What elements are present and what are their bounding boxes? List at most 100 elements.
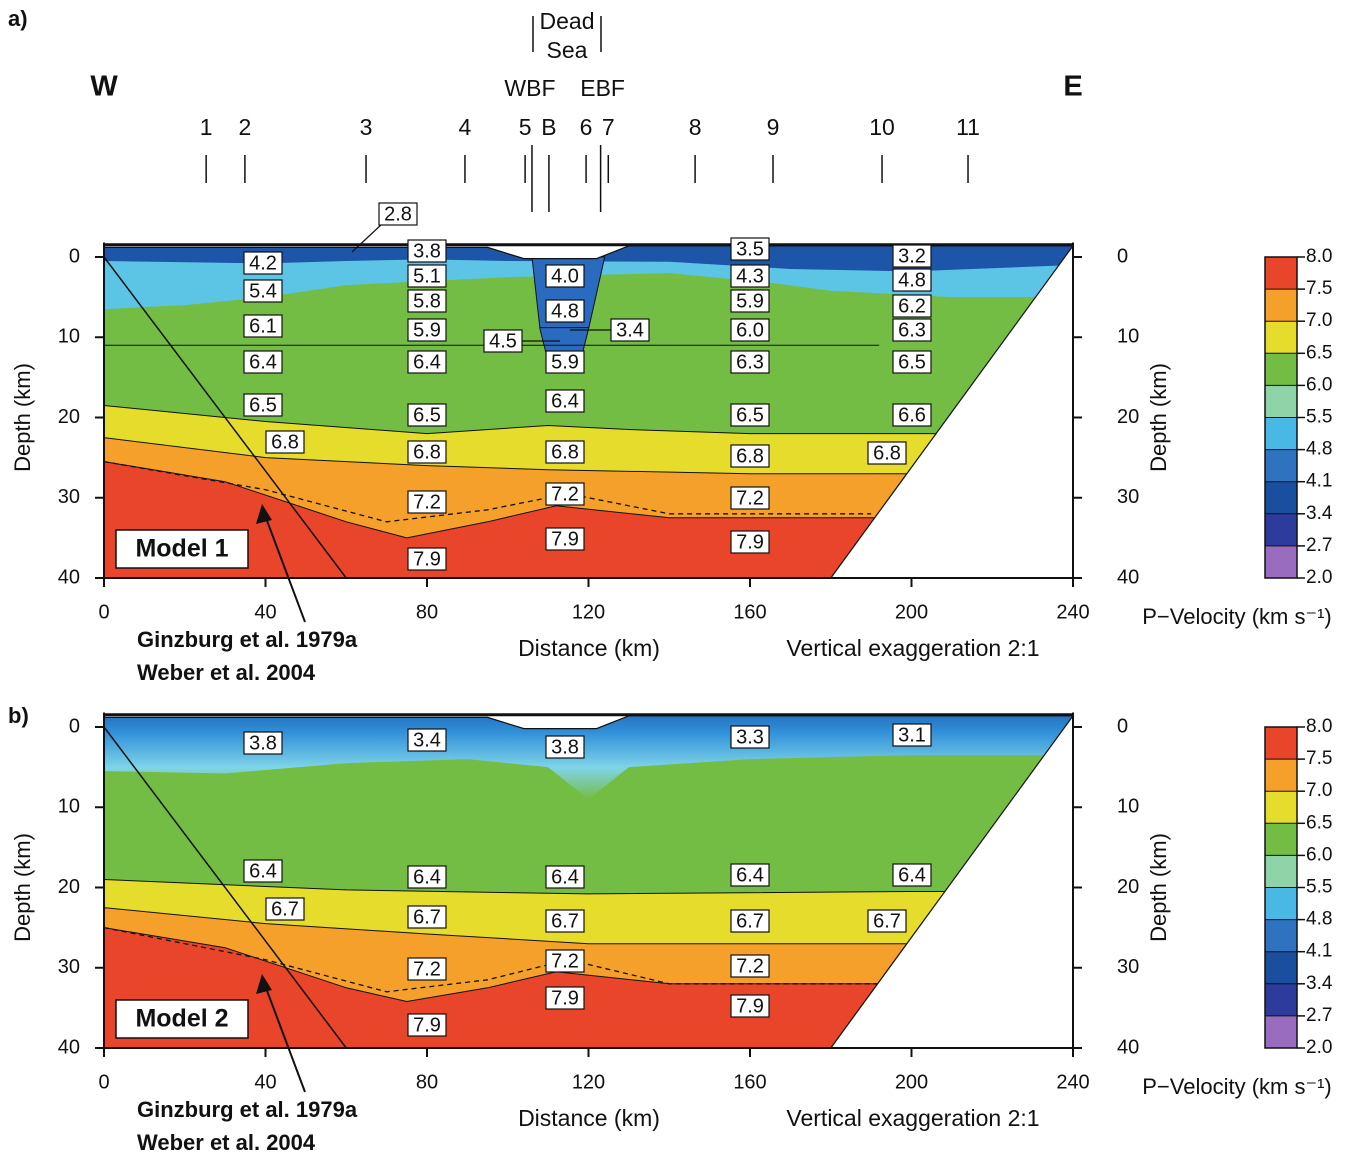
label-box [407, 440, 447, 464]
x-tick-label: 160 [733, 1071, 766, 1093]
velocity-label: 6.4 [249, 351, 277, 373]
label-box [610, 318, 650, 342]
arrow-shaft [265, 987, 306, 1093]
velocity-label: 3.4 [616, 319, 644, 341]
y-axis-label: Depth (km) [1146, 833, 1171, 942]
x-tick-label: 200 [895, 601, 928, 623]
colorbar-segment [1265, 855, 1297, 888]
colorbar-tick-label: 2.7 [1306, 535, 1332, 556]
velocity-label: 7.9 [413, 548, 441, 570]
velocity-label: 6.5 [736, 404, 764, 426]
station-label: 10 [869, 114, 895, 140]
colorbar-tick-label: 5.5 [1306, 877, 1332, 898]
label-box [730, 237, 770, 261]
arrow-shaft [265, 517, 306, 623]
label-box [545, 865, 585, 889]
panel-label: a) [8, 6, 28, 31]
velocity-label: 4.5 [489, 330, 517, 352]
label-box [407, 239, 447, 263]
velocity-label: 7.9 [736, 995, 764, 1017]
colorbar-segment [1265, 385, 1297, 418]
label-box [545, 986, 585, 1010]
velocity-label: 6.4 [898, 864, 926, 886]
label-box [243, 859, 283, 883]
y-tick-label: 20 [58, 876, 80, 898]
label-box [730, 264, 770, 288]
x-tick-label: 200 [895, 1071, 928, 1093]
colorbar-tick-label: 3.4 [1306, 973, 1333, 994]
colorbar-segment [1265, 983, 1297, 1016]
west-label: W [90, 71, 118, 103]
velocity-label: 7.9 [736, 531, 764, 553]
velocity-label: 3.8 [551, 736, 579, 758]
label-box [483, 329, 523, 353]
velocity-label: 6.5 [898, 351, 926, 373]
basin-label: Dead [540, 8, 595, 34]
velocity-label: 3.1 [898, 724, 926, 746]
label-box [867, 909, 907, 933]
model-box [115, 529, 249, 569]
label-box [730, 289, 770, 313]
x-tick-label: 40 [254, 1071, 276, 1093]
label-box [407, 264, 447, 288]
colorbar-segment [1265, 823, 1297, 856]
label-box [730, 994, 770, 1018]
arrow-head [256, 504, 272, 524]
velocity-label: 6.8 [551, 441, 579, 463]
label-box [892, 268, 932, 292]
boundary-dashed [104, 460, 872, 523]
velocity-label: 6.5 [249, 394, 277, 416]
label-box [730, 863, 770, 887]
leader [351, 223, 383, 253]
station-label: 2 [239, 114, 252, 140]
velocity-label: 6.4 [249, 860, 277, 882]
note: Vertical exaggeration 2:1 [786, 1105, 1039, 1131]
label-box [892, 294, 932, 318]
colorbar-tick-label: 4.8 [1306, 909, 1332, 930]
colorbar-segment [1265, 887, 1297, 920]
y-axis-label: Depth (km) [10, 363, 35, 472]
colorbar-tick-label: 8.0 [1306, 716, 1332, 737]
x-tick-label: 120 [572, 1071, 605, 1093]
velocity-label: 3.4 [413, 729, 441, 751]
y-tick-label: 0 [1117, 715, 1128, 737]
colorbar-tick-label: 6.5 [1306, 812, 1332, 833]
colorbar-segment [1265, 321, 1297, 354]
label-box [892, 403, 932, 427]
label-box [545, 527, 585, 551]
label-box [545, 350, 585, 374]
colorbar-tick-label: 2.0 [1306, 1037, 1332, 1058]
layer [104, 715, 1073, 800]
velocity-label: 3.3 [736, 726, 764, 748]
label-box [243, 279, 283, 303]
label-box [407, 1013, 447, 1037]
velocity-label: 6.8 [873, 442, 901, 464]
velocity-label: 6.3 [736, 351, 764, 373]
colorbar-tick-label: 5.5 [1306, 407, 1332, 428]
profile-line [103, 726, 347, 1049]
panel-label: b) [8, 703, 29, 728]
label-box [892, 723, 932, 747]
y-tick-label: 10 [1117, 326, 1139, 348]
y-axis-label: Depth (km) [10, 833, 35, 942]
station-label: 9 [767, 114, 780, 140]
colorbar-tick-label: 2.7 [1306, 1005, 1332, 1026]
velocity-label: 4.0 [551, 265, 579, 287]
y-axis-label: Depth (km) [1146, 363, 1171, 472]
label-box [730, 530, 770, 554]
velocity-label: 6.4 [551, 390, 579, 412]
label-box [730, 909, 770, 933]
x-tick-label: 40 [254, 601, 276, 623]
reference: Weber et al. 2004 [137, 660, 316, 685]
x-tick-label: 0 [98, 1071, 109, 1093]
label-box [730, 954, 770, 978]
velocity-label: 7.2 [736, 487, 764, 509]
colorbar-segment [1265, 727, 1297, 760]
velocity-label: 5.1 [413, 265, 441, 287]
colorbar-tick-label: 7.5 [1306, 748, 1332, 769]
y-tick-label: 0 [1117, 245, 1128, 267]
y-tick-label: 0 [69, 245, 80, 267]
fault-label: WBF [504, 75, 555, 101]
y-tick-label: 10 [58, 326, 80, 348]
